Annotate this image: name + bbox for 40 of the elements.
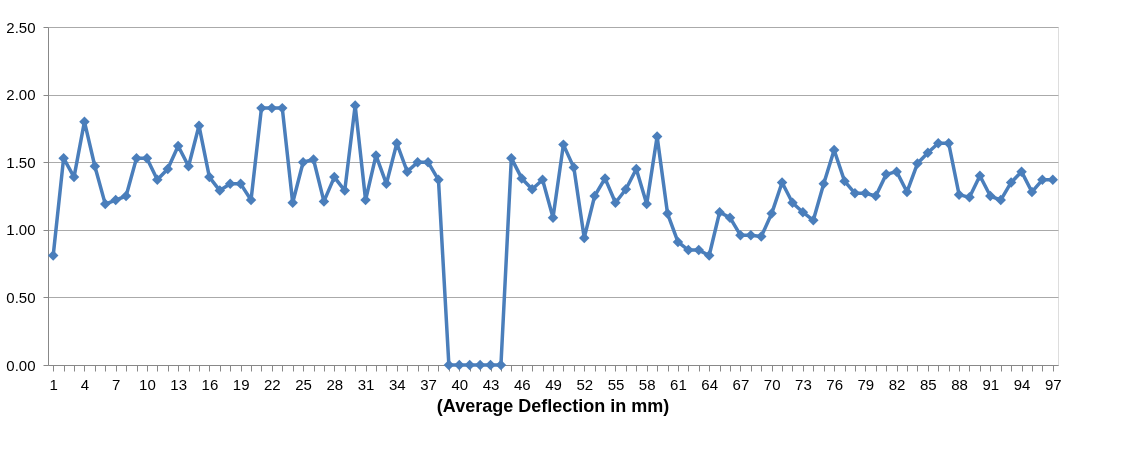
x-tick-label: 52 <box>576 375 594 393</box>
y-tick-label: 1.50 <box>6 153 36 171</box>
x-tick-label: 97 <box>1044 375 1062 393</box>
y-tick-label: 1.00 <box>6 221 36 239</box>
x-tick-label: 40 <box>451 375 469 393</box>
x-tick-label: 82 <box>888 375 906 393</box>
x-tick-label: 76 <box>826 375 843 393</box>
x-tick-label: 25 <box>295 375 312 393</box>
x-tick-label: 1 <box>49 375 58 393</box>
x-tick-label: 16 <box>201 375 219 393</box>
x-tick-label: 91 <box>982 375 1000 393</box>
x-tick-label: 55 <box>607 375 625 393</box>
y-tick-label: 0.00 <box>6 356 36 374</box>
x-tick-label: 10 <box>139 375 156 393</box>
x-tick-label: 37 <box>420 375 437 393</box>
x-tick-label: 49 <box>545 375 562 393</box>
x-tick-label: 46 <box>513 375 531 393</box>
x-tick-label: 7 <box>112 375 121 393</box>
x-tick-label: 94 <box>1013 375 1031 393</box>
x-tick-label: 4 <box>80 375 90 393</box>
x-tick-label: 28 <box>326 375 344 393</box>
x-tick-label: 73 <box>795 375 812 393</box>
x-tick-label: 88 <box>951 375 968 393</box>
x-tick-label: 58 <box>638 375 656 393</box>
x-tick-label: 67 <box>732 375 750 393</box>
x-tick-label: 43 <box>482 375 500 393</box>
x-tick-label: 22 <box>264 375 281 393</box>
x-tick-label: 31 <box>357 375 375 393</box>
x-tick-label: 13 <box>170 375 187 393</box>
y-tick-label: 2.50 <box>6 18 36 36</box>
x-tick-label: 85 <box>920 375 937 393</box>
x-tick-label: 70 <box>763 375 781 393</box>
x-tick-label: 79 <box>857 375 875 393</box>
y-tick-label: 2.00 <box>6 86 36 104</box>
y-tick-label: 0.50 <box>6 288 36 306</box>
x-tick-label: 61 <box>670 375 687 393</box>
text: (Average Deflection in mm) <box>436 396 670 416</box>
x-tick-label: 64 <box>701 375 719 393</box>
x-tick-label: 19 <box>232 375 250 393</box>
x-tick-label: 34 <box>388 375 406 393</box>
